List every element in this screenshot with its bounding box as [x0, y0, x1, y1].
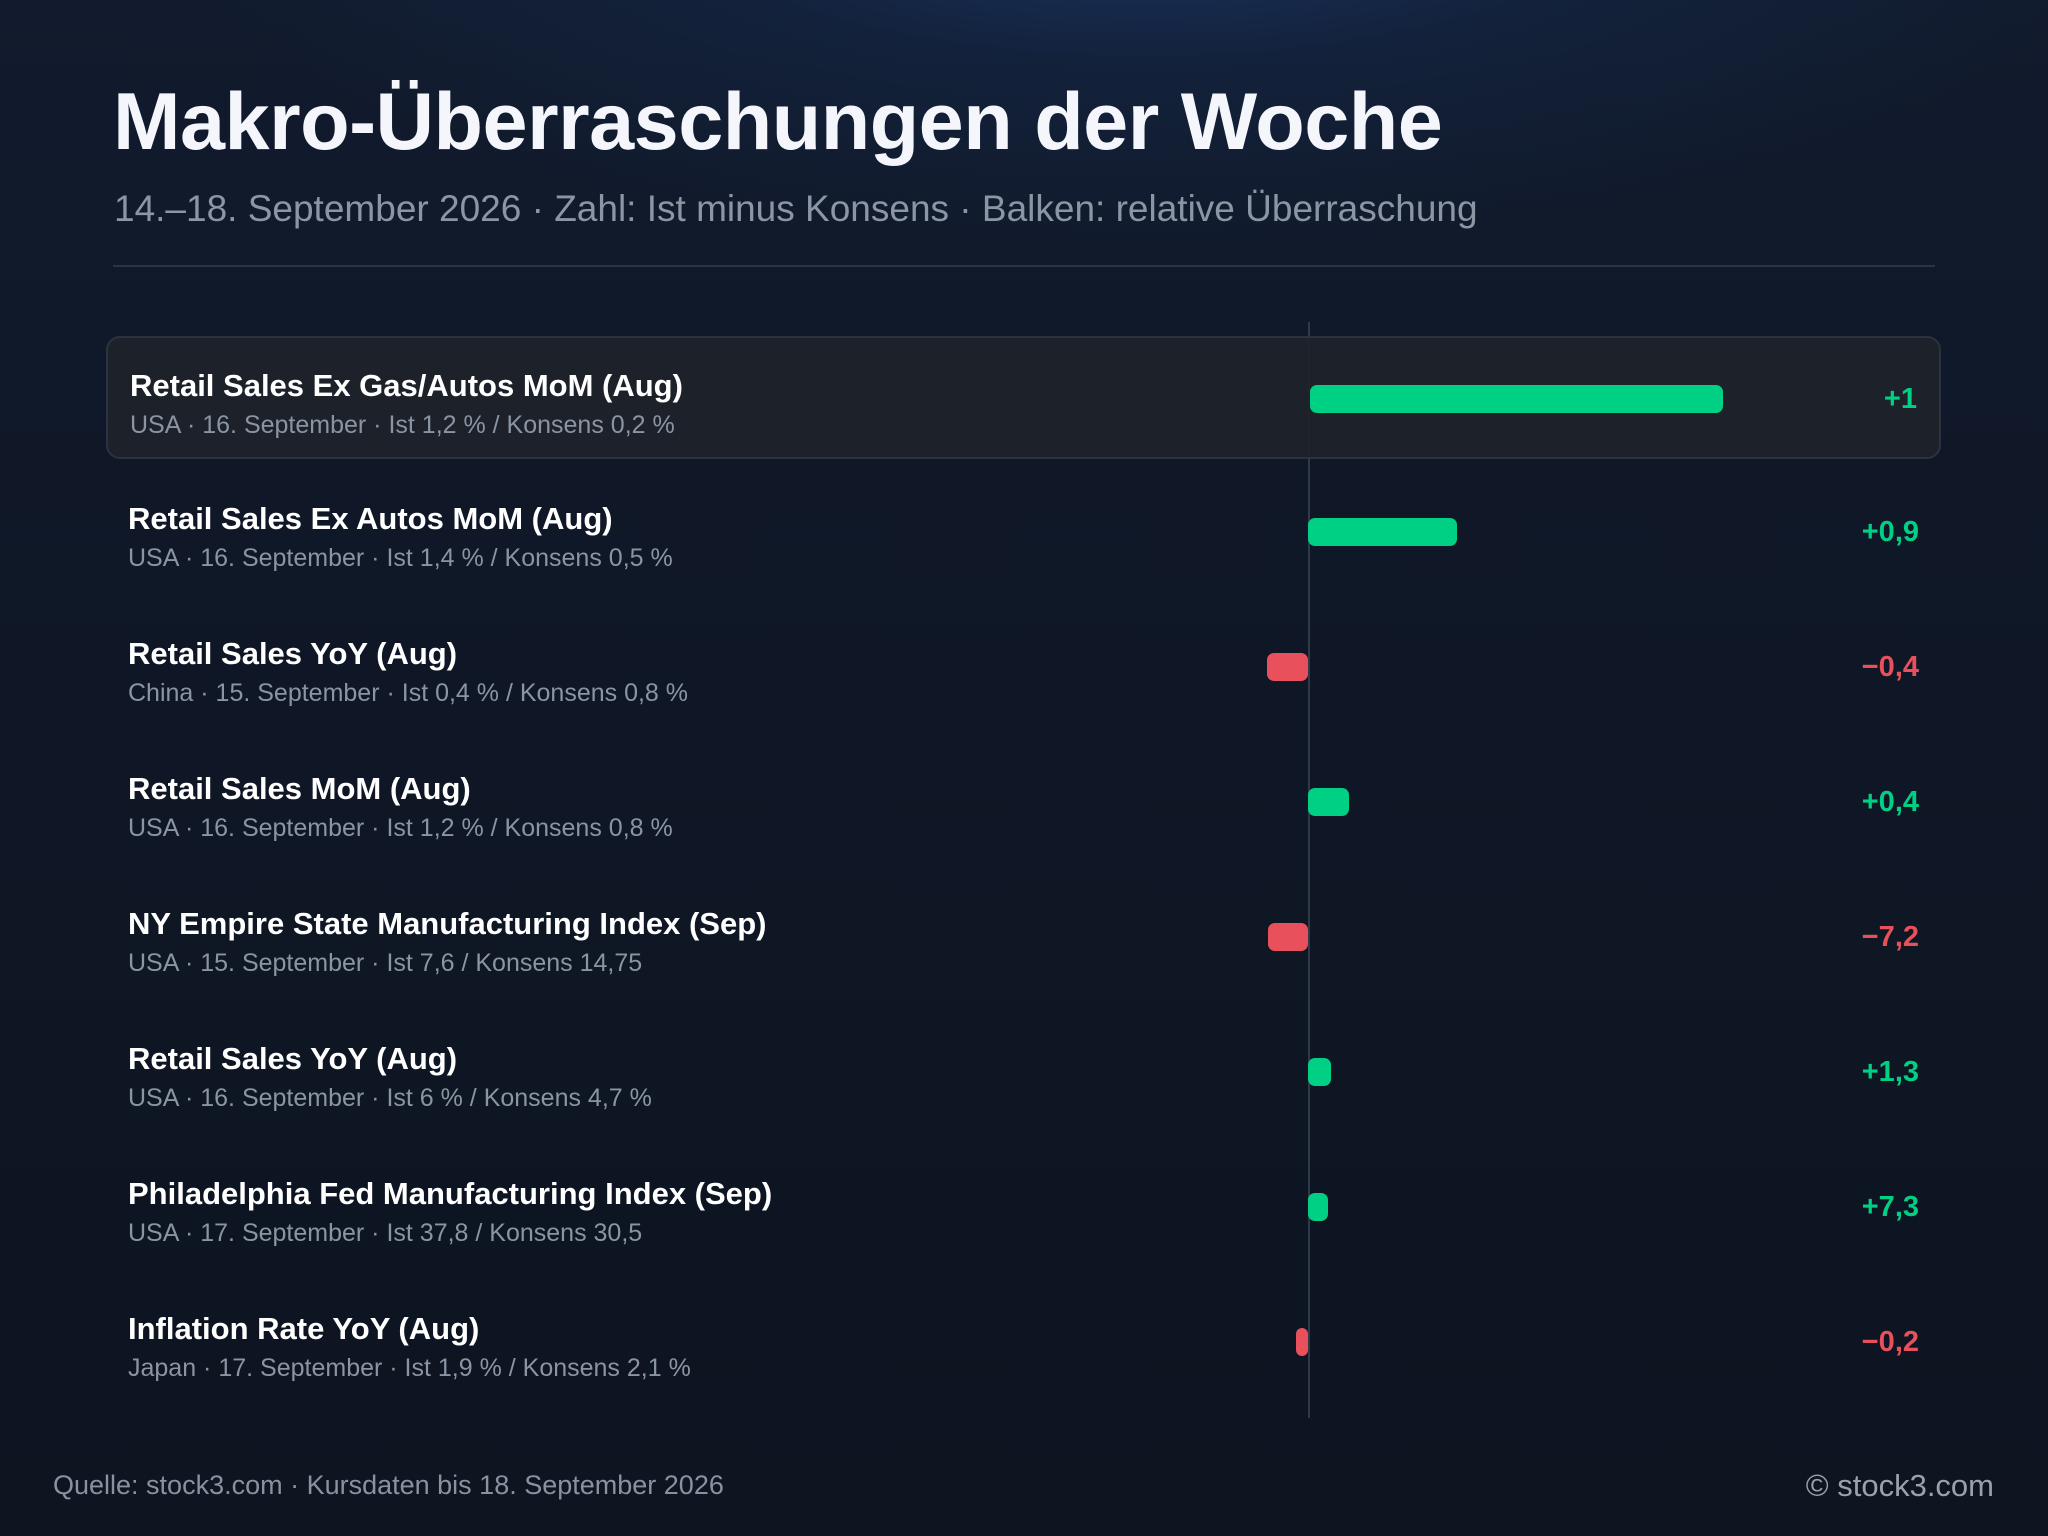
row-value-label: +0,9 [1861, 516, 1919, 548]
row-meta: USA · 15. September · Ist 7,6 / Konsens … [128, 949, 643, 977]
header-divider [113, 265, 1935, 267]
row-meta: USA · 16. September · Ist 1,2 % / Konsen… [130, 411, 675, 439]
chart-bar [1266, 653, 1308, 681]
row-label: Retail Sales Ex Autos MoM (Aug) [128, 501, 613, 536]
row-value-label: +0,4 [1861, 786, 1919, 818]
chart-bar [1296, 1328, 1308, 1356]
chart-bar [1310, 385, 1723, 413]
chart-row: Retail Sales YoY (Aug) China · 15. Septem… [106, 606, 1941, 729]
footer-copyright: © stock3.com [1805, 1468, 1994, 1503]
chart-row: Retail Sales YoY (Aug) USA · 16. Septembe… [106, 1011, 1941, 1134]
chart-bar [1267, 923, 1308, 951]
row-label: Retail Sales YoY (Aug) [128, 1041, 458, 1076]
row-label: Retail Sales Ex Gas/Autos MoM (Aug) [130, 368, 683, 403]
chart-row: NY Empire State Manufacturing Index (Sep… [106, 876, 1941, 999]
row-meta: USA · 17. September · Ist 37,8 / Konsens… [128, 1219, 643, 1247]
row-meta: USA · 16. September · Ist 6 % / Konsens … [128, 1084, 652, 1112]
row-meta: USA · 16. September · Ist 1,2 % / Konsen… [128, 814, 673, 842]
page-subtitle: 14.–18. September 2026 · Zahl: Ist minus… [114, 188, 1478, 229]
footer-source: Quelle: stock3.com · Kursdaten bis 18. S… [53, 1470, 724, 1500]
chart-bar [1308, 788, 1350, 816]
chart-bar [1308, 518, 1457, 546]
row-value-label: +1,3 [1861, 1056, 1919, 1088]
row-label: NY Empire State Manufacturing Index (Sep… [128, 906, 767, 941]
row-value-label: −0,2 [1861, 1326, 1919, 1358]
chart-row: Inflation Rate YoY (Aug) Japan · 17. Sept… [106, 1281, 1941, 1404]
page-title: Makro-Überraschungen der Woche [113, 77, 1443, 167]
row-value-label: −7,2 [1861, 921, 1919, 953]
chart-bar [1308, 1058, 1332, 1086]
zero-axis-line [1308, 322, 1310, 1418]
chart-row: Retail Sales Ex Autos MoM (Aug) USA · 16.… [106, 471, 1941, 594]
chart-row: Retail Sales Ex Gas/Autos MoM (Aug) USA ·… [106, 336, 1941, 459]
row-label: Retail Sales MoM (Aug) [128, 771, 471, 806]
chart-row: Retail Sales MoM (Aug) USA · 16. Septembe… [106, 741, 1941, 864]
row-value-label: +1 [1883, 383, 1917, 415]
row-meta: Japan · 17. September · Ist 1,9 % / Kons… [128, 1354, 691, 1382]
row-meta: USA · 16. September · Ist 1,4 % / Konsen… [128, 544, 673, 572]
row-value-label: +7,3 [1861, 1191, 1919, 1223]
row-value-label: −0,4 [1861, 651, 1919, 683]
chart-bar [1308, 1193, 1328, 1221]
chart-row: Philadelphia Fed Manufacturing Index (Se… [106, 1146, 1941, 1269]
row-label: Retail Sales YoY (Aug) [128, 636, 458, 671]
row-meta: China · 15. September · Ist 0,4 % / Kons… [128, 679, 689, 707]
row-label: Inflation Rate YoY (Aug) [128, 1311, 480, 1346]
row-label: Philadelphia Fed Manufacturing Index (Se… [128, 1176, 773, 1211]
